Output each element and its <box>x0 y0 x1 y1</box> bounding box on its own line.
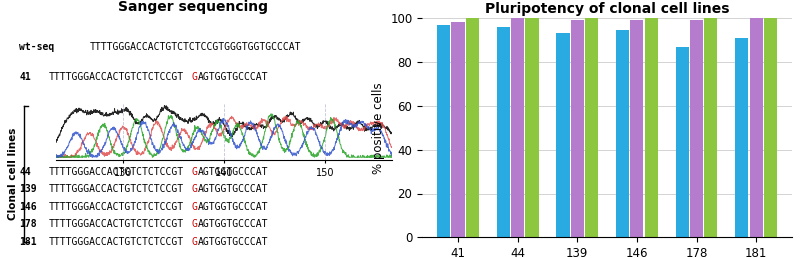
Text: AGTGGTGCCCAT: AGTGGTGCCCAT <box>198 237 268 247</box>
Bar <box>735 38 749 237</box>
Bar <box>585 18 598 237</box>
Text: TTTTGGGACCACTGTCTCTCCGTGGGTGGTGCCCAT: TTTTGGGACCACTGTCTCTCCGTGGGTGGTGCCCAT <box>90 42 301 52</box>
Text: AGTGGTGCCCAT: AGTGGTGCCCAT <box>198 72 268 82</box>
Text: AGTGGTGCCCAT: AGTGGTGCCCAT <box>198 202 268 212</box>
Bar <box>690 20 703 237</box>
Text: G: G <box>191 202 198 212</box>
Bar <box>466 18 479 237</box>
Bar <box>764 18 777 237</box>
Text: 178: 178 <box>19 219 37 229</box>
Text: TTTTGGGACCACTGTCTCTCCGT: TTTTGGGACCACTGTCTCTCCGT <box>49 202 184 212</box>
Text: TTTTGGGACCACTGTCTCTCCGT: TTTTGGGACCACTGTCTCTCCGT <box>49 219 184 229</box>
Text: G: G <box>191 219 198 229</box>
Text: TTTTGGGACCACTGTCTCTCCGT: TTTTGGGACCACTGTCTCTCCGT <box>49 72 184 82</box>
Bar <box>511 18 524 237</box>
Bar <box>630 20 643 237</box>
Bar <box>750 18 762 237</box>
Bar <box>526 18 538 237</box>
Text: G: G <box>191 237 198 247</box>
Y-axis label: % positive cells: % positive cells <box>372 82 385 174</box>
Text: 146: 146 <box>19 202 37 212</box>
Title: Pluripotency of clonal cell lines: Pluripotency of clonal cell lines <box>485 2 730 15</box>
Text: G: G <box>191 184 198 194</box>
Bar <box>451 22 465 237</box>
Text: 44: 44 <box>19 167 31 176</box>
Bar <box>497 27 510 237</box>
Text: 41: 41 <box>19 72 31 82</box>
Text: Sanger sequencing: Sanger sequencing <box>118 0 268 14</box>
Text: Clonal cell lines: Clonal cell lines <box>8 128 18 220</box>
Bar <box>704 18 718 237</box>
Text: G: G <box>191 167 198 176</box>
Bar <box>570 20 584 237</box>
Bar <box>556 33 570 237</box>
Text: AGTGGTGCCCAT: AGTGGTGCCCAT <box>198 219 268 229</box>
Text: 181: 181 <box>19 237 37 247</box>
Text: wt-seq: wt-seq <box>19 42 54 52</box>
Bar <box>676 46 689 237</box>
Text: 139: 139 <box>19 184 37 194</box>
Text: TTTTGGGACCACTGTCTCTCCGT: TTTTGGGACCACTGTCTCTCCGT <box>49 184 184 194</box>
Text: G: G <box>191 72 198 82</box>
Bar <box>616 30 629 237</box>
Text: AGTGGTGCCCAT: AGTGGTGCCCAT <box>198 184 268 194</box>
Bar <box>645 18 658 237</box>
Bar <box>437 25 450 237</box>
Text: TTTTGGGACCACTGTCTCTCCGT: TTTTGGGACCACTGTCTCTCCGT <box>49 167 184 176</box>
Text: AGTGGTGCCCAT: AGTGGTGCCCAT <box>198 167 268 176</box>
Text: TTTTGGGACCACTGTCTCTCCGT: TTTTGGGACCACTGTCTCTCCGT <box>49 237 184 247</box>
